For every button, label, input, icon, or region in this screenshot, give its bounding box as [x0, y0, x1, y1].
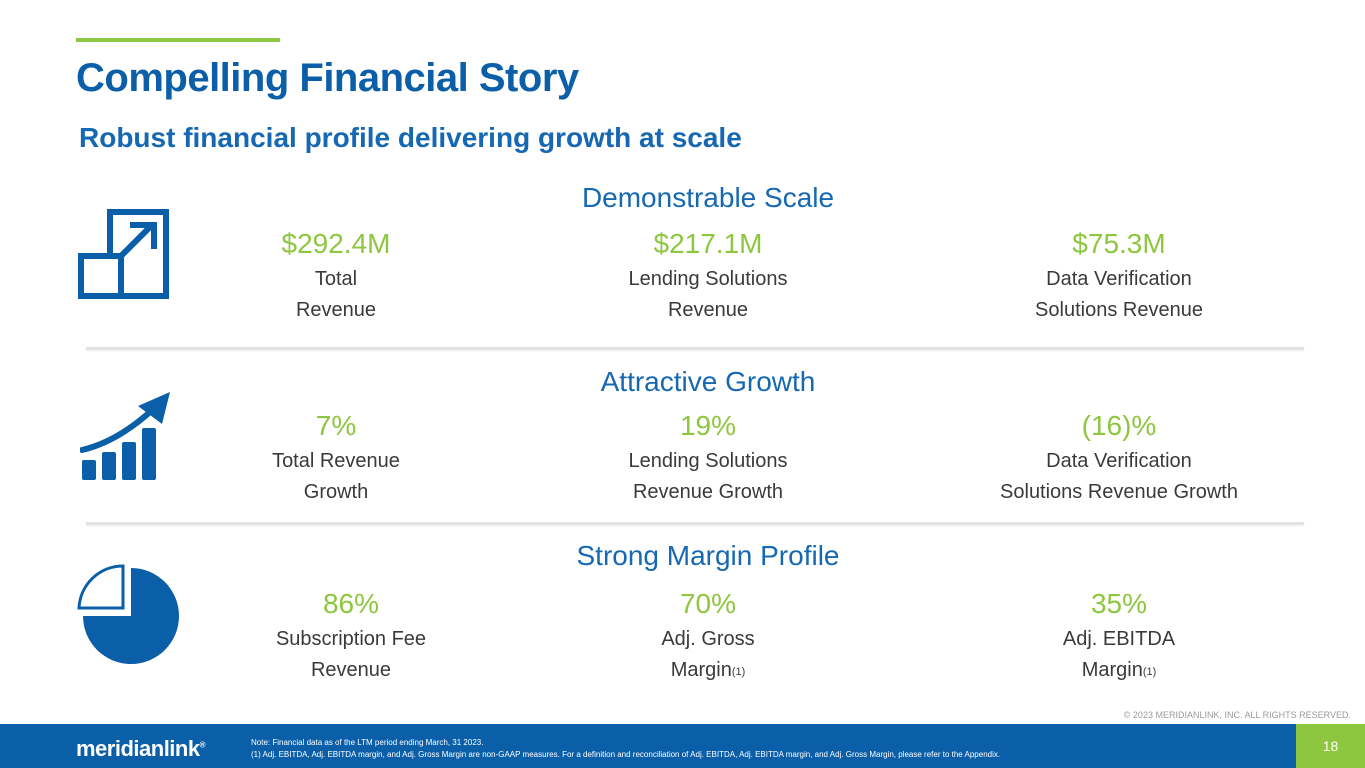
metric-label: Data Verification Solutions Revenue [1035, 268, 1203, 321]
metric-label: Adj. Gross Margin(1) [661, 628, 755, 681]
metric-value: $292.4M [281, 228, 391, 259]
metric-label: Lending Solutions Revenue [628, 268, 788, 321]
metric-label: Lending Solutions Revenue Growth [628, 450, 788, 503]
section-heading-margin: Strong Margin Profile [576, 540, 840, 571]
metric-data-verification-revenue: $75.3M Data Verification Solutions Revenu… [949, 228, 1289, 326]
metric-label: Adj. EBITDA Margin(1) [1062, 628, 1176, 681]
page-subtitle: Robust financial profile delivering grow… [79, 122, 742, 153]
section-divider [86, 347, 1304, 350]
footnote-marker: (1) [731, 666, 746, 678]
metric-label: Total Revenue Growth [272, 450, 400, 503]
metric-lending-revenue: $217.1M Lending Solutions Revenue [538, 228, 878, 326]
metric-lending-growth: 19% Lending Solutions Revenue Growth [538, 410, 878, 508]
footer-bar [0, 724, 1365, 768]
footnote-text: Note: Financial data as of the LTM perio… [251, 738, 1001, 759]
footnote-marker: (1) [1142, 666, 1157, 678]
metric-value: (16)% [1081, 410, 1157, 441]
metric-value: $75.3M [1072, 228, 1166, 259]
metric-adj-ebitda-margin: 35% Adj. EBITDA Margin(1) [949, 588, 1289, 686]
metric-total-revenue-growth: 7% Total Revenue Growth [166, 410, 506, 508]
growth-chart-icon [79, 390, 172, 487]
metric-total-revenue: $292.4M Total Revenue [166, 228, 506, 326]
metric-value: 86% [322, 588, 380, 619]
page-number: 18 [1296, 724, 1365, 768]
metric-label: Subscription Fee Revenue [275, 628, 427, 681]
pie-chart-icon [77, 564, 183, 671]
section-heading-scale: Demonstrable Scale [581, 182, 835, 213]
metric-value: 35% [1090, 588, 1148, 619]
page-title: Compelling Financial Story [76, 56, 579, 100]
metric-data-verification-growth: (16)% Data Verification Solutions Revenue… [949, 410, 1289, 508]
section-divider [86, 522, 1304, 525]
title-accent-line [76, 38, 280, 42]
metric-label: Data Verification Solutions Revenue Growt… [1000, 450, 1238, 503]
metric-adj-gross-margin: 70% Adj. Gross Margin(1) [538, 588, 878, 686]
metric-label: Total Revenue [295, 268, 377, 321]
metric-value: 19% [679, 410, 737, 441]
section-heading-growth: Attractive Growth [600, 366, 816, 397]
metric-value: $217.1M [653, 228, 763, 259]
metric-value: 7% [315, 410, 357, 441]
meridianlink-logo: meridianlink® [76, 736, 206, 761]
copyright-text: © 2023 MERIDIANLINK, INC. ALL RIGHTS RES… [1123, 710, 1351, 720]
metric-value: 70% [679, 588, 737, 619]
expand-icon [78, 209, 170, 304]
metric-subscription-fee: 86% Subscription Fee Revenue [181, 588, 521, 686]
